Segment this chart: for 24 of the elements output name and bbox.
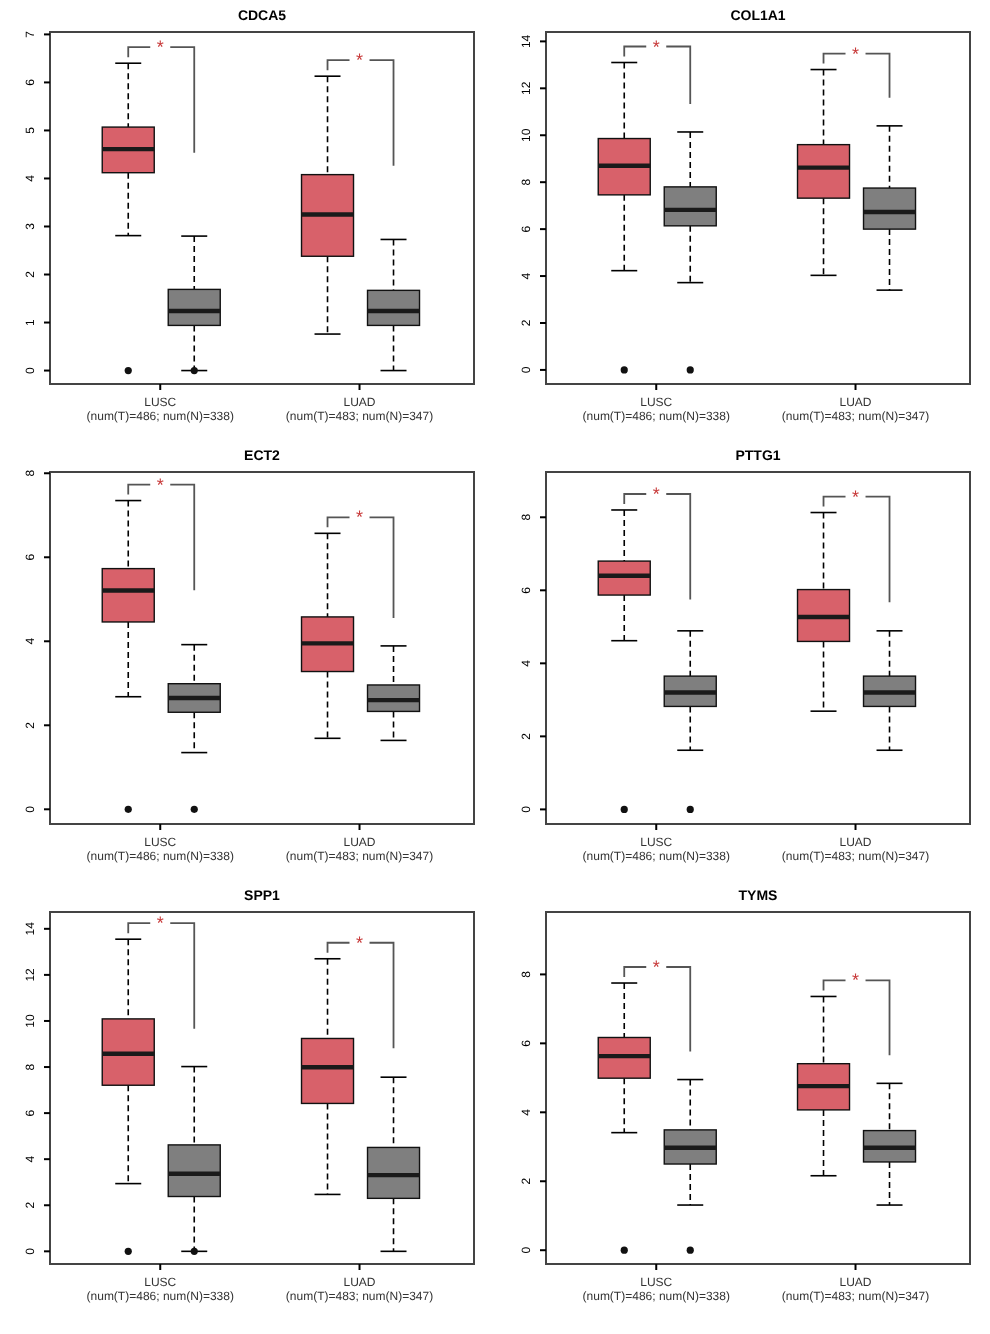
annotation: *: [852, 486, 860, 507]
significance-bracket: *: [822, 970, 891, 1057]
significance-bracket: *: [127, 474, 196, 592]
significance-bracket: *: [326, 932, 395, 1050]
significance-bracket: *: [822, 43, 891, 99]
annotation: *: [652, 483, 661, 504]
annotation: *: [652, 36, 661, 57]
significance-bracket: *: [623, 36, 692, 105]
annotation: *: [652, 957, 661, 978]
significance-bracket: *: [822, 486, 891, 604]
annotation: *: [356, 932, 364, 953]
significance-bracket: *: [326, 50, 395, 167]
annotation: *: [156, 37, 165, 58]
annotation: *: [156, 913, 165, 934]
annotation: *: [852, 43, 860, 64]
significance-bracket: *: [127, 37, 196, 154]
significance-bracket: *: [623, 957, 692, 1053]
annotation: *: [852, 970, 860, 991]
significance-bracket: *: [326, 507, 395, 619]
annotation: *: [156, 474, 165, 495]
annotation: *: [356, 50, 364, 71]
annotation: *: [356, 507, 364, 528]
significance-bracket: *: [623, 484, 692, 601]
significance-bracket: *: [127, 913, 196, 1030]
